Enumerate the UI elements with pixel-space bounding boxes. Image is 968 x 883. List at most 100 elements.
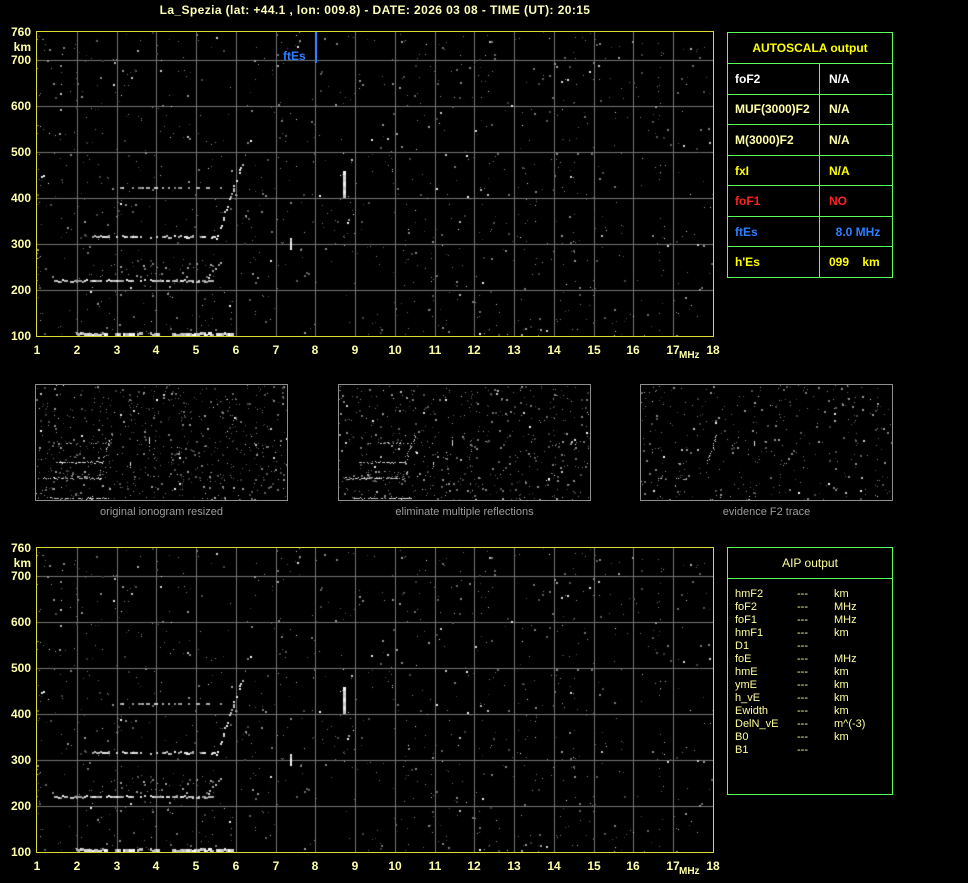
ionogram-canvas-secondary [37, 548, 713, 852]
thumbnail-caption-original: original ionogram resized [100, 506, 223, 518]
aip-row-delnve: DelN_vE --- m^(-3) [735, 718, 892, 731]
y-axis-tick-label: 400 [10, 707, 31, 721]
parameter-unit: MHz [834, 601, 857, 613]
x-axis-tick-label: 18 [706, 343, 720, 357]
parameter-label: fxI [735, 163, 750, 178]
y-axis-tick-label: 100 [10, 845, 31, 859]
x-axis-tick-label: 5 [192, 343, 200, 357]
x-axis-tick-label: 6 [232, 859, 240, 873]
x-axis-tick-label: 1 [33, 343, 41, 357]
x-axis-tick-label: 12 [467, 859, 481, 873]
aip-row-b1: B1 --- [735, 744, 892, 757]
parameter-value: N/A [819, 125, 892, 155]
autoscala-row-m3000f2: M(3000)F2 N/A [728, 124, 892, 155]
y-axis-tick-label: 300 [10, 237, 31, 251]
parameter-value: --- [797, 653, 808, 665]
parameter-value: --- [797, 627, 808, 639]
x-axis-tick-label: 4 [152, 859, 160, 873]
x-axis-tick-label: 15 [587, 343, 601, 357]
parameter-value: 8.0 MHz [819, 216, 892, 247]
parameter-unit [834, 640, 892, 653]
parameter-value: --- [797, 744, 808, 756]
parameter-value: N/A [819, 94, 892, 125]
thumbnail-caption-f2: evidence F2 trace [722, 506, 811, 518]
parameter-unit: km [834, 731, 849, 743]
parameter-value: --- [797, 731, 808, 743]
parameter-label: foF2 [735, 601, 758, 613]
ionogram-canvas-main [37, 32, 713, 336]
ionogram-plot-secondary [36, 547, 714, 853]
x-axis-unit-label: MHz [679, 866, 700, 877]
parameter-value: --- [797, 666, 808, 678]
thumbnail-canvas-original [36, 385, 287, 500]
autoscala-row-fxi: fxI N/A [728, 154, 892, 186]
y-axis-tick-label: 200 [10, 799, 31, 813]
station-title: La_Spezia (lat: +44.1 , lon: 009.8) - DA… [159, 3, 591, 17]
x-axis-tick-label: 14 [547, 859, 561, 873]
autoscala-row-ftes: ftEs 8.0 MHz [728, 215, 892, 247]
aip-row-d1: D1 --- [735, 640, 892, 653]
x-axis-tick-label: 17 [666, 859, 680, 873]
aip-row-hmf1: hmF1 --- km [735, 627, 892, 640]
y-axis-tick-label: 200 [10, 283, 31, 297]
autoscala-table-rows: foF2 N/A MUF(3000)F2 N/A M(3000)F2 N/A fxI N/A f… [728, 64, 892, 278]
parameter-label: h_vE [735, 692, 761, 704]
x-axis-tick-label: 11 [428, 859, 442, 873]
aip-row-yme: ymE --- km [735, 679, 892, 692]
ftes-marker-label: ftEs [283, 49, 306, 63]
parameter-label: foE [735, 653, 752, 665]
x-axis-tick-label: 10 [388, 859, 402, 873]
parameter-label: foF1 [735, 614, 758, 626]
y-axis-tick-label: 760 [10, 541, 31, 555]
parameter-value: N/A [819, 155, 892, 186]
x-axis-tick-label: 9 [351, 859, 359, 873]
thumbnail-eliminate-reflections [338, 384, 591, 501]
parameter-label: ymE [735, 679, 757, 691]
y-axis-unit-label: km [13, 40, 31, 54]
thumbnail-caption-reflections: eliminate multiple reflections [395, 506, 534, 518]
parameter-unit: MHz [834, 653, 857, 665]
parameter-label: ftEs [735, 224, 758, 239]
aip-table-header: AIP output [728, 548, 892, 579]
autoscala-table-header: AUTOSCALA output [728, 33, 892, 64]
x-axis-tick-label: 4 [152, 343, 160, 357]
autoscala-output-table: AUTOSCALA output foF2 N/A MUF(3000)F2 N/A M(… [727, 32, 893, 278]
x-axis-tick-label: 18 [706, 859, 720, 873]
aip-row-fof1: foF1 --- MHz [735, 614, 892, 627]
x-axis-tick-label: 3 [113, 859, 121, 873]
parameter-value: --- [797, 705, 808, 717]
parameter-label: Ewidth [735, 705, 769, 717]
parameter-value: --- [797, 718, 808, 730]
parameter-value: --- [797, 679, 808, 691]
parameter-unit [834, 744, 892, 757]
x-axis-tick-label: 6 [232, 343, 240, 357]
parameter-label: B1 [735, 744, 749, 756]
parameter-label: MUF(3000)F2 [735, 102, 810, 117]
aip-row-hme: hmE --- km [735, 666, 892, 679]
ftes-marker-line [315, 32, 317, 63]
parameter-value: --- [797, 601, 808, 613]
x-axis-tick-label: 8 [311, 859, 319, 873]
x-axis-tick-label: 17 [666, 343, 680, 357]
parameter-unit: MHz [834, 614, 857, 626]
y-axis-tick-label: 760 [10, 25, 31, 39]
parameter-unit: km [834, 666, 849, 678]
parameter-value: --- [797, 614, 808, 626]
aip-row-hmf2: hmF2 --- km [735, 588, 892, 601]
parameter-value: NO [819, 186, 892, 216]
parameter-unit: km [834, 692, 849, 704]
x-axis-tick-label: 9 [351, 343, 359, 357]
y-axis-tick-label: 600 [10, 99, 31, 113]
y-axis-tick-label: 600 [10, 615, 31, 629]
x-axis-tick-label: 13 [507, 859, 521, 873]
parameter-value: --- [797, 588, 808, 600]
parameter-label: h'Es [735, 255, 760, 270]
parameter-value: --- [797, 640, 808, 652]
parameter-unit: km [834, 627, 849, 639]
y-axis-tick-label: 100 [10, 329, 31, 343]
x-axis-tick-label: 12 [467, 343, 481, 357]
parameter-label: D1 [735, 640, 750, 652]
y-axis-tick-label: 300 [10, 753, 31, 767]
aip-row-ewidth: Ewidth --- km [735, 705, 892, 718]
